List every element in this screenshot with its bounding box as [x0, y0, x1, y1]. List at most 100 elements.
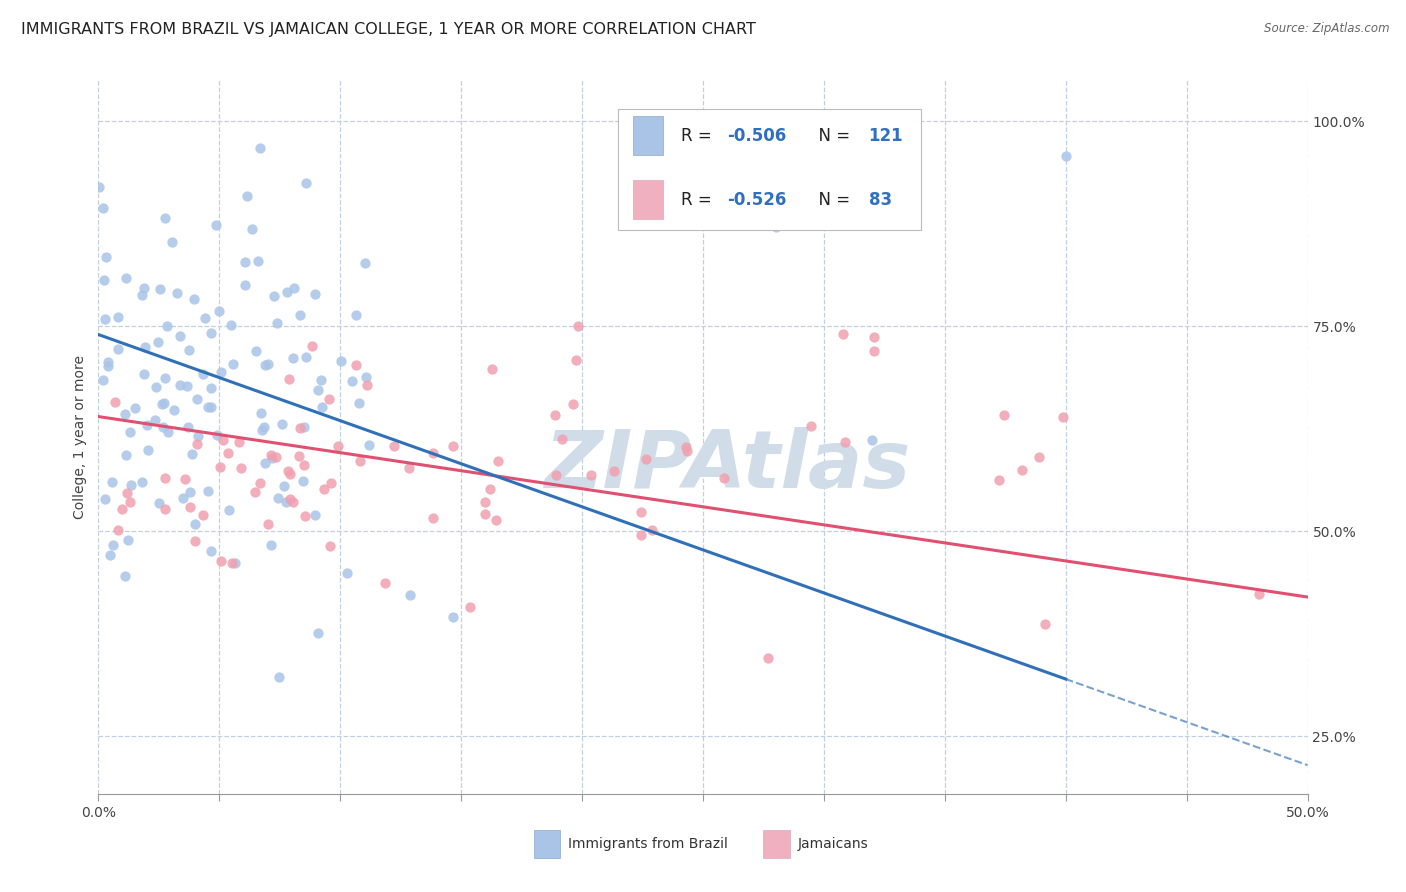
Point — [200, 400, 222, 414]
Point — [253, 419, 276, 434]
Point — [93, 273, 115, 287]
Point — [374, 575, 396, 590]
Point — [200, 544, 222, 558]
Point — [152, 419, 174, 434]
Point — [312, 482, 335, 496]
Point — [271, 417, 294, 431]
Point — [319, 539, 342, 553]
Point — [176, 378, 198, 392]
Point — [274, 495, 297, 509]
Point — [295, 350, 318, 364]
Text: N =: N = — [808, 191, 856, 209]
Point — [197, 483, 219, 498]
Point — [156, 319, 179, 334]
Point — [603, 464, 626, 478]
Point — [262, 451, 284, 466]
Point — [641, 523, 664, 537]
Point — [174, 472, 197, 486]
Point — [120, 425, 142, 439]
Point — [356, 378, 378, 392]
Point — [1033, 617, 1056, 632]
Point — [318, 392, 340, 406]
Text: Immigrants from Brazil: Immigrants from Brazil — [568, 837, 727, 851]
Point — [200, 326, 222, 341]
Point — [630, 505, 652, 519]
Point — [481, 361, 503, 376]
Point — [485, 512, 508, 526]
Point — [150, 397, 173, 411]
Point — [1028, 450, 1050, 464]
Point — [319, 476, 342, 491]
Point — [87, 180, 110, 194]
Point — [228, 435, 250, 450]
Point — [200, 381, 222, 395]
Point — [344, 358, 367, 372]
Point — [107, 310, 129, 325]
Point — [132, 281, 155, 295]
Point — [184, 516, 207, 531]
Point — [860, 433, 883, 447]
Point — [278, 492, 301, 507]
Point — [194, 310, 217, 325]
Point — [277, 464, 299, 478]
Point — [267, 491, 290, 506]
Point — [186, 392, 208, 406]
FancyBboxPatch shape — [633, 180, 664, 219]
Text: IMMIGRANTS FROM BRAZIL VS JAMAICAN COLLEGE, 1 YEAR OR MORE CORRELATION CHART: IMMIGRANTS FROM BRAZIL VS JAMAICAN COLLE… — [21, 22, 756, 37]
Point — [233, 277, 256, 292]
Point — [288, 449, 311, 463]
Point — [993, 409, 1015, 423]
Point — [204, 218, 226, 232]
Point — [398, 461, 420, 475]
Point — [294, 508, 316, 523]
Point — [634, 451, 657, 466]
Point — [156, 425, 179, 439]
Point — [221, 556, 243, 570]
Point — [124, 401, 146, 415]
Point — [292, 458, 315, 473]
FancyBboxPatch shape — [633, 116, 664, 155]
FancyBboxPatch shape — [763, 830, 790, 858]
Point — [115, 486, 138, 500]
Point — [304, 508, 326, 522]
Point — [191, 367, 214, 381]
Point — [283, 281, 305, 295]
Point — [169, 328, 191, 343]
Point — [675, 441, 697, 455]
Point — [177, 420, 200, 434]
Point — [311, 401, 333, 415]
Point — [94, 312, 117, 326]
Point — [354, 255, 377, 269]
Point — [422, 511, 444, 525]
Point — [217, 445, 239, 459]
Point — [283, 494, 305, 508]
Point — [114, 569, 136, 583]
Text: 83: 83 — [869, 191, 891, 209]
Point — [91, 201, 114, 215]
Point — [153, 471, 176, 485]
Point — [382, 439, 405, 453]
Point — [260, 448, 283, 462]
Point — [551, 432, 574, 446]
Point — [269, 670, 291, 684]
Point — [276, 285, 298, 299]
Point — [205, 428, 228, 442]
FancyBboxPatch shape — [619, 109, 921, 230]
Point — [115, 270, 138, 285]
Point — [831, 327, 853, 342]
Point — [294, 176, 316, 190]
Point — [441, 610, 464, 624]
Point — [247, 253, 270, 268]
Point — [153, 396, 176, 410]
Point — [347, 396, 370, 410]
Point — [257, 516, 280, 531]
Text: Source: ZipAtlas.com: Source: ZipAtlas.com — [1264, 22, 1389, 36]
Point — [1052, 409, 1074, 424]
Point — [145, 380, 167, 394]
Point — [474, 495, 496, 509]
Point — [97, 355, 120, 369]
Point — [179, 484, 201, 499]
Point — [579, 467, 602, 482]
Point — [186, 437, 208, 451]
Point — [97, 359, 120, 373]
